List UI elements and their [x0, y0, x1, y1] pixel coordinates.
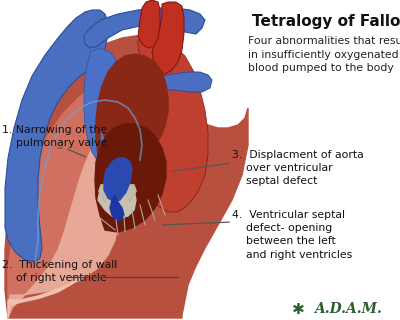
Polygon shape — [124, 185, 136, 203]
Text: 2.  Thickening of wall
    of right ventricle: 2. Thickening of wall of right ventricle — [2, 260, 117, 283]
Text: Four abnormalities that results
in insufficiently oxygenated
blood pumped to the: Four abnormalities that results in insuf… — [248, 36, 400, 73]
Polygon shape — [152, 2, 184, 74]
Polygon shape — [8, 276, 82, 318]
Text: 4.  Ventricular septal
    defect- opening
    between the left
    and right ve: 4. Ventricular septal defect- opening be… — [232, 210, 352, 260]
Polygon shape — [95, 124, 166, 232]
Polygon shape — [112, 180, 124, 198]
Polygon shape — [138, 38, 208, 212]
Polygon shape — [112, 180, 124, 198]
Polygon shape — [8, 135, 118, 318]
Polygon shape — [5, 10, 108, 262]
Polygon shape — [99, 185, 111, 203]
Polygon shape — [104, 158, 132, 202]
Polygon shape — [120, 72, 212, 106]
Polygon shape — [110, 195, 124, 220]
Polygon shape — [96, 54, 168, 168]
Text: A.D.A.M.: A.D.A.M. — [314, 302, 382, 316]
Polygon shape — [138, 0, 160, 48]
Polygon shape — [124, 185, 136, 203]
Polygon shape — [5, 35, 248, 318]
Polygon shape — [8, 68, 170, 318]
Polygon shape — [84, 8, 205, 48]
Polygon shape — [98, 178, 136, 218]
Text: 1. Narrowing of the
    pulmonary valve: 1. Narrowing of the pulmonary valve — [2, 125, 107, 148]
Polygon shape — [84, 48, 130, 166]
Text: Tetralogy of Fallot: Tetralogy of Fallot — [252, 14, 400, 29]
Text: ✱: ✱ — [292, 302, 304, 317]
Polygon shape — [99, 185, 111, 203]
Text: 3.  Displacment of aorta
    over ventricular
    septal defect: 3. Displacment of aorta over ventricular… — [232, 150, 364, 186]
